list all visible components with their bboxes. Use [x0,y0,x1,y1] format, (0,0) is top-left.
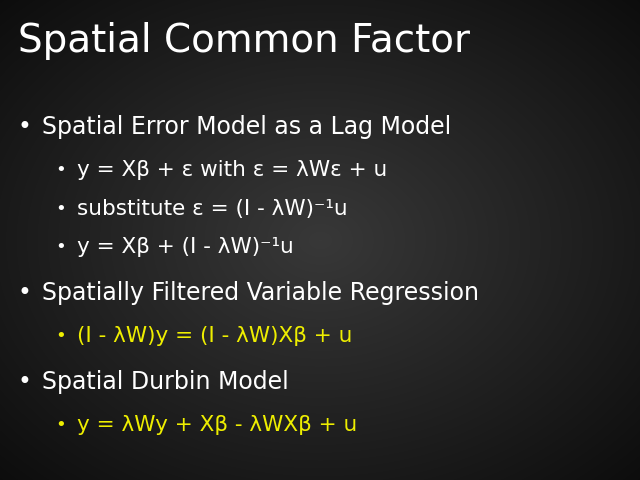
Text: •: • [17,115,31,139]
Text: •: • [56,416,66,434]
Text: •: • [56,161,66,180]
Text: y = λWy + Xβ - λWXβ + u: y = λWy + Xβ - λWXβ + u [77,415,357,435]
Text: •: • [17,281,31,305]
Text: y = Xβ + ε with ε = λWε + u: y = Xβ + ε with ε = λWε + u [77,160,387,180]
Text: •: • [56,238,66,256]
Text: substitute ε = (I - λW)⁻¹u: substitute ε = (I - λW)⁻¹u [77,199,348,219]
Text: •: • [56,200,66,218]
Text: •: • [17,370,31,394]
Text: Spatially Filtered Variable Regression: Spatially Filtered Variable Regression [42,281,479,305]
Text: Spatial Error Model as a Lag Model: Spatial Error Model as a Lag Model [42,115,451,139]
Text: y = Xβ + (I - λW)⁻¹u: y = Xβ + (I - λW)⁻¹u [77,237,294,257]
Text: (I - λW)y = (I - λW)Xβ + u: (I - λW)y = (I - λW)Xβ + u [77,326,352,346]
Text: Spatial Durbin Model: Spatial Durbin Model [42,370,289,394]
Text: Spatial Common Factor: Spatial Common Factor [18,22,470,60]
Text: •: • [56,327,66,345]
